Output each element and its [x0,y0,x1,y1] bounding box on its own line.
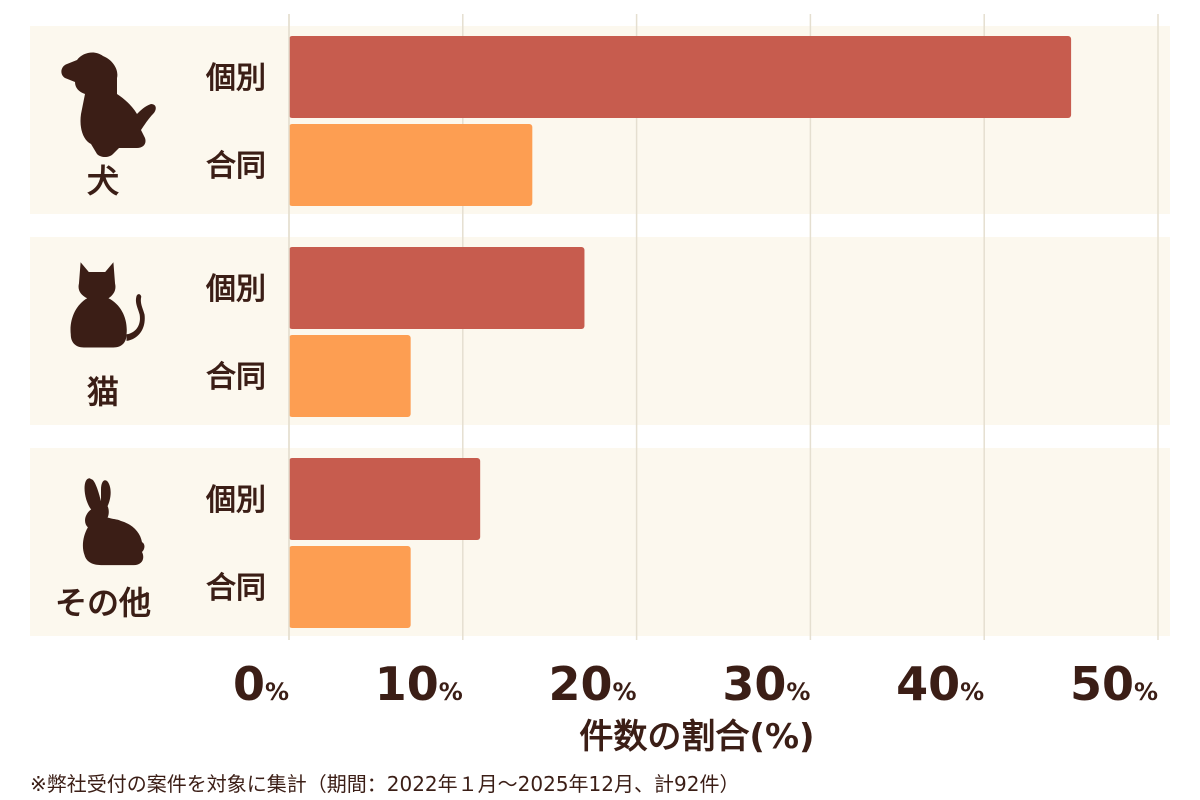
x-tick-label: 10% [375,657,463,711]
bar [289,247,585,329]
group-band [30,448,1170,636]
bar [289,335,411,417]
dog-icon [61,52,156,157]
cat-icon [70,262,145,348]
bar [289,36,1072,118]
group-label: その他 [55,584,151,622]
x-tick-label: 40% [896,657,984,711]
group-band [30,237,1170,425]
bar-label: 合同 [206,360,266,395]
bar [289,124,533,206]
bar-label: 個別 [205,272,266,307]
bar-label: 個別 [205,61,266,96]
bar-label: 個別 [205,483,266,518]
group-label: 犬 [87,162,119,200]
bar-label: 合同 [206,571,266,606]
group-label: 猫 [87,373,119,411]
x-tick-label: 20% [549,657,637,711]
footnote: ※弊社受付の案件を対象に集計（期間：2022年１月〜2025年12月、計92件） [30,772,740,796]
bar-label: 合同 [206,149,266,184]
bar [289,458,481,540]
bar [289,546,411,628]
x-tick-label: 30% [722,657,810,711]
x-axis-title: 件数の割合(%) [579,717,814,757]
rabbit-icon [82,478,145,566]
x-tick-label: 0% [233,657,289,711]
x-tick-label: 50% [1070,657,1158,711]
